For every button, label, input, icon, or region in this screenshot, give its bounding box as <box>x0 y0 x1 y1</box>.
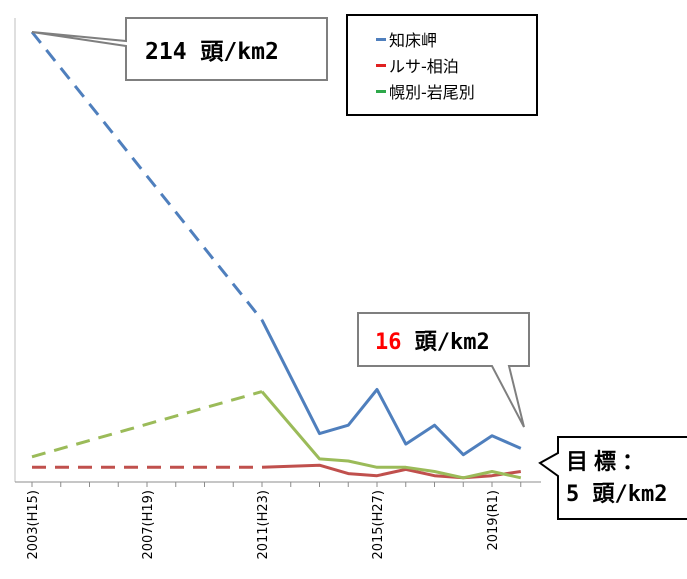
peak-unit: 頭/km2 <box>200 39 279 65</box>
axes <box>14 18 541 487</box>
series-solid-line-2 <box>260 390 522 480</box>
legend-item: 知床岬 <box>376 26 536 52</box>
series-layer <box>30 31 522 480</box>
target-callout-box <box>538 436 687 520</box>
x-tick-label: 2003(H15) <box>26 490 41 560</box>
series-dashed-line-0 <box>30 31 264 322</box>
latest-value: 16 <box>375 330 402 355</box>
latest-callout-box <box>357 312 530 428</box>
legend-swatch-horobetsu-iwaobetsu <box>376 89 386 93</box>
legend-label-rusa-aidomari: ルサ-相泊 <box>389 57 459 76</box>
target-callout-text: 目標： 5 頭/km2 <box>566 447 667 511</box>
callout-shapes <box>31 17 687 520</box>
legend-label-horobetsu-iwaobetsu: 幌別-岩尾別 <box>389 83 475 102</box>
target-value-line: 5 頭/km2 <box>566 479 667 511</box>
series-dashed-line-2 <box>31 390 263 459</box>
series-solid-line-1 <box>261 463 522 480</box>
peak-callout-text: 214 頭/km2 <box>145 32 279 66</box>
legend: 知床岬 ルサ-相泊 幌別-岩尾別 <box>346 14 538 116</box>
x-tick-labels: 2003(H15) 2007(H19) 2011(H23) 2015(H27) 2019… <box>26 490 501 560</box>
legend-label-shiretoko-misaki: 知床岬 <box>389 31 438 50</box>
series-solid-line-0 <box>260 319 522 457</box>
x-tick-label: 2019(R1) <box>486 490 501 551</box>
target-value: 5 <box>566 482 580 507</box>
x-tick-label: 2015(H27) <box>371 490 386 560</box>
peak-value: 214 <box>145 39 187 65</box>
target-label: 目標： <box>566 450 651 475</box>
legend-swatch-rusa-aidomari <box>376 63 386 67</box>
latest-unit: 頭/km2 <box>414 330 490 355</box>
legend-swatch-shiretoko-misaki <box>376 37 386 41</box>
peak-callout-box <box>31 17 328 81</box>
x-tick-label: 2007(H19) <box>141 490 156 560</box>
legend-item: 幌別-岩尾別 <box>376 78 536 104</box>
legend-item: ルサ-相泊 <box>376 52 536 78</box>
target-unit: 頭/km2 <box>592 482 668 507</box>
x-tick-label: 2011(H23) <box>256 490 271 560</box>
latest-callout-text: 16 頭/km2 <box>375 324 490 356</box>
